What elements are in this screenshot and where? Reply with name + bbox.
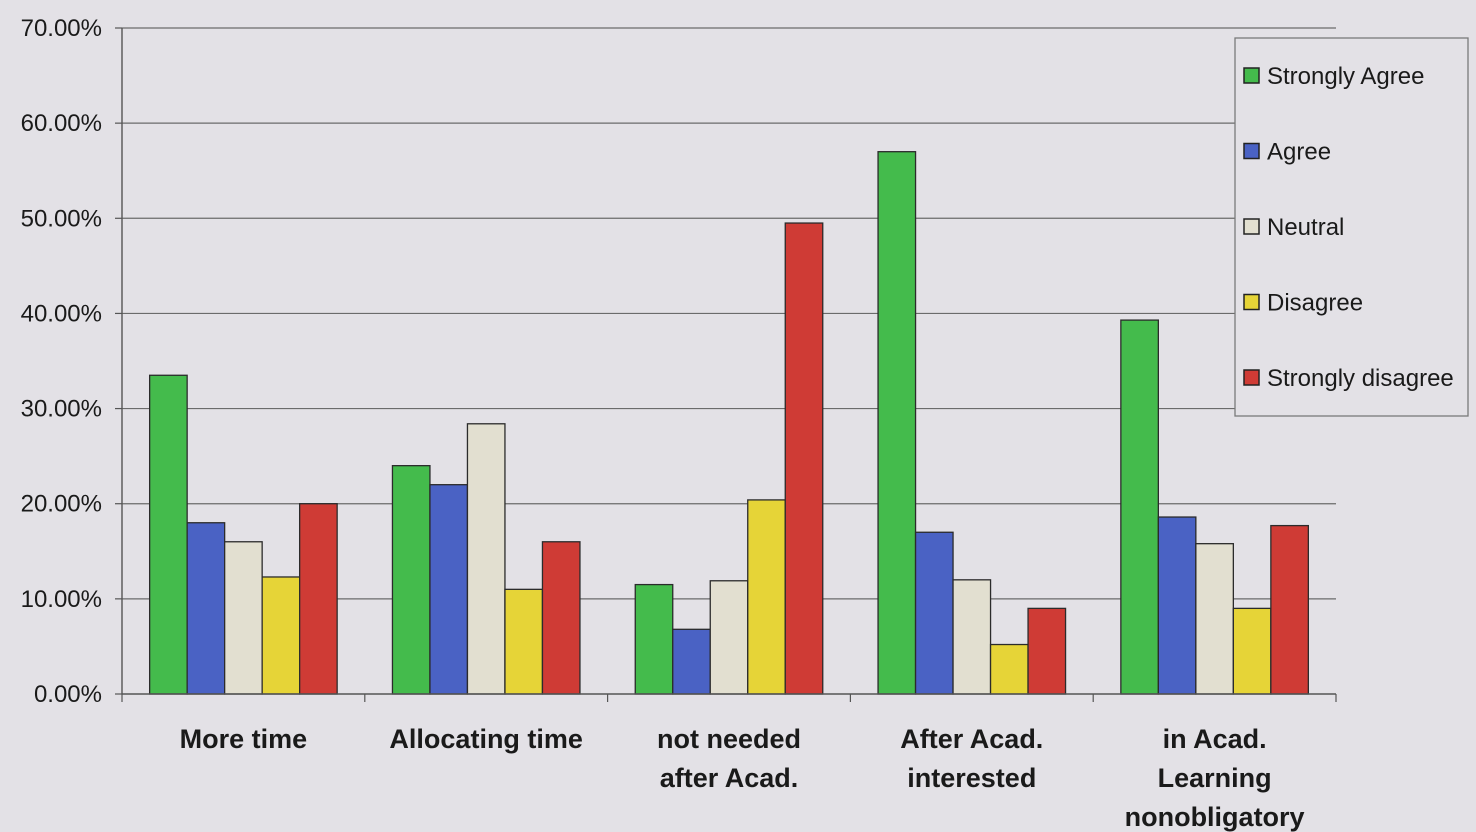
y-tick-label: 0.00% — [34, 681, 102, 708]
legend-swatch — [1243, 142, 1260, 160]
bar-strongly-disagree — [784, 222, 824, 695]
legend-box — [1234, 37, 1469, 417]
bar-disagree — [261, 576, 301, 695]
legend-label: Agree — [1267, 139, 1331, 166]
y-tick-label: 50.00% — [21, 205, 102, 232]
bar-agree — [186, 522, 226, 695]
x-category-label: Allocating time — [389, 724, 583, 754]
legend-swatch — [1243, 369, 1260, 386]
bar-strongly-disagree — [541, 541, 581, 695]
bar-disagree — [747, 499, 786, 695]
bar-neutral — [1195, 543, 1234, 695]
bar-strongly-agree — [148, 374, 188, 695]
bar-strongly-agree — [877, 151, 917, 695]
bar-strongly-disagree — [1027, 607, 1067, 695]
bar-agree — [429, 484, 469, 695]
bar-agree — [914, 531, 954, 695]
y-tick-label: 30.00% — [21, 396, 102, 423]
legend-label: Strongly Agree — [1267, 63, 1424, 90]
y-tick-label: 70.00% — [21, 15, 102, 42]
bar-strongly-agree — [1120, 319, 1159, 695]
x-axis-labels: More time Allocating time not needed after … — [180, 724, 1305, 832]
bar-strongly-agree — [634, 583, 674, 695]
bar-neutral — [952, 579, 992, 695]
bar-disagree — [989, 643, 1029, 695]
y-tick-label: 60.00% — [21, 110, 102, 137]
bar-neutral — [709, 580, 749, 695]
bar-neutral — [466, 423, 506, 695]
bar-disagree — [1232, 607, 1272, 695]
y-tick-label: 20.00% — [21, 491, 102, 518]
bar-strongly-disagree — [298, 503, 338, 695]
x-category-label: not needed after Acad. — [657, 724, 801, 793]
legend-label: Neutral — [1267, 214, 1344, 241]
legend-label: Strongly disagree — [1267, 365, 1454, 392]
x-category-label: After Acad. interested — [900, 724, 1043, 793]
bar-disagree — [504, 588, 544, 695]
x-category-label: More time — [180, 724, 308, 754]
x-category-label: in Acad. Learning nonobligatory — [1125, 724, 1305, 832]
legend: Strongly Agree Agree Neutral Disagree Strong… — [1234, 37, 1469, 417]
axes — [121, 28, 1337, 702]
y-tick-label: 10.00% — [21, 586, 102, 613]
y-axis-ticks: 0.00% 10.00% 20.00% 30.00% 40.00% 50.00% 60.00… — [21, 15, 122, 708]
y-tick-label: 40.00% — [21, 300, 102, 327]
bar-strongly-disagree — [1270, 524, 1309, 695]
bar-agree — [672, 628, 711, 695]
bars — [148, 151, 1309, 695]
bar-neutral — [223, 541, 263, 695]
legend-label: Disagree — [1267, 290, 1363, 317]
bar-agree — [1157, 516, 1197, 695]
legend-swatch — [1243, 218, 1260, 235]
legend-swatch — [1243, 293, 1260, 311]
bar-strongly-agree — [391, 465, 431, 695]
legend-swatch — [1243, 67, 1260, 84]
